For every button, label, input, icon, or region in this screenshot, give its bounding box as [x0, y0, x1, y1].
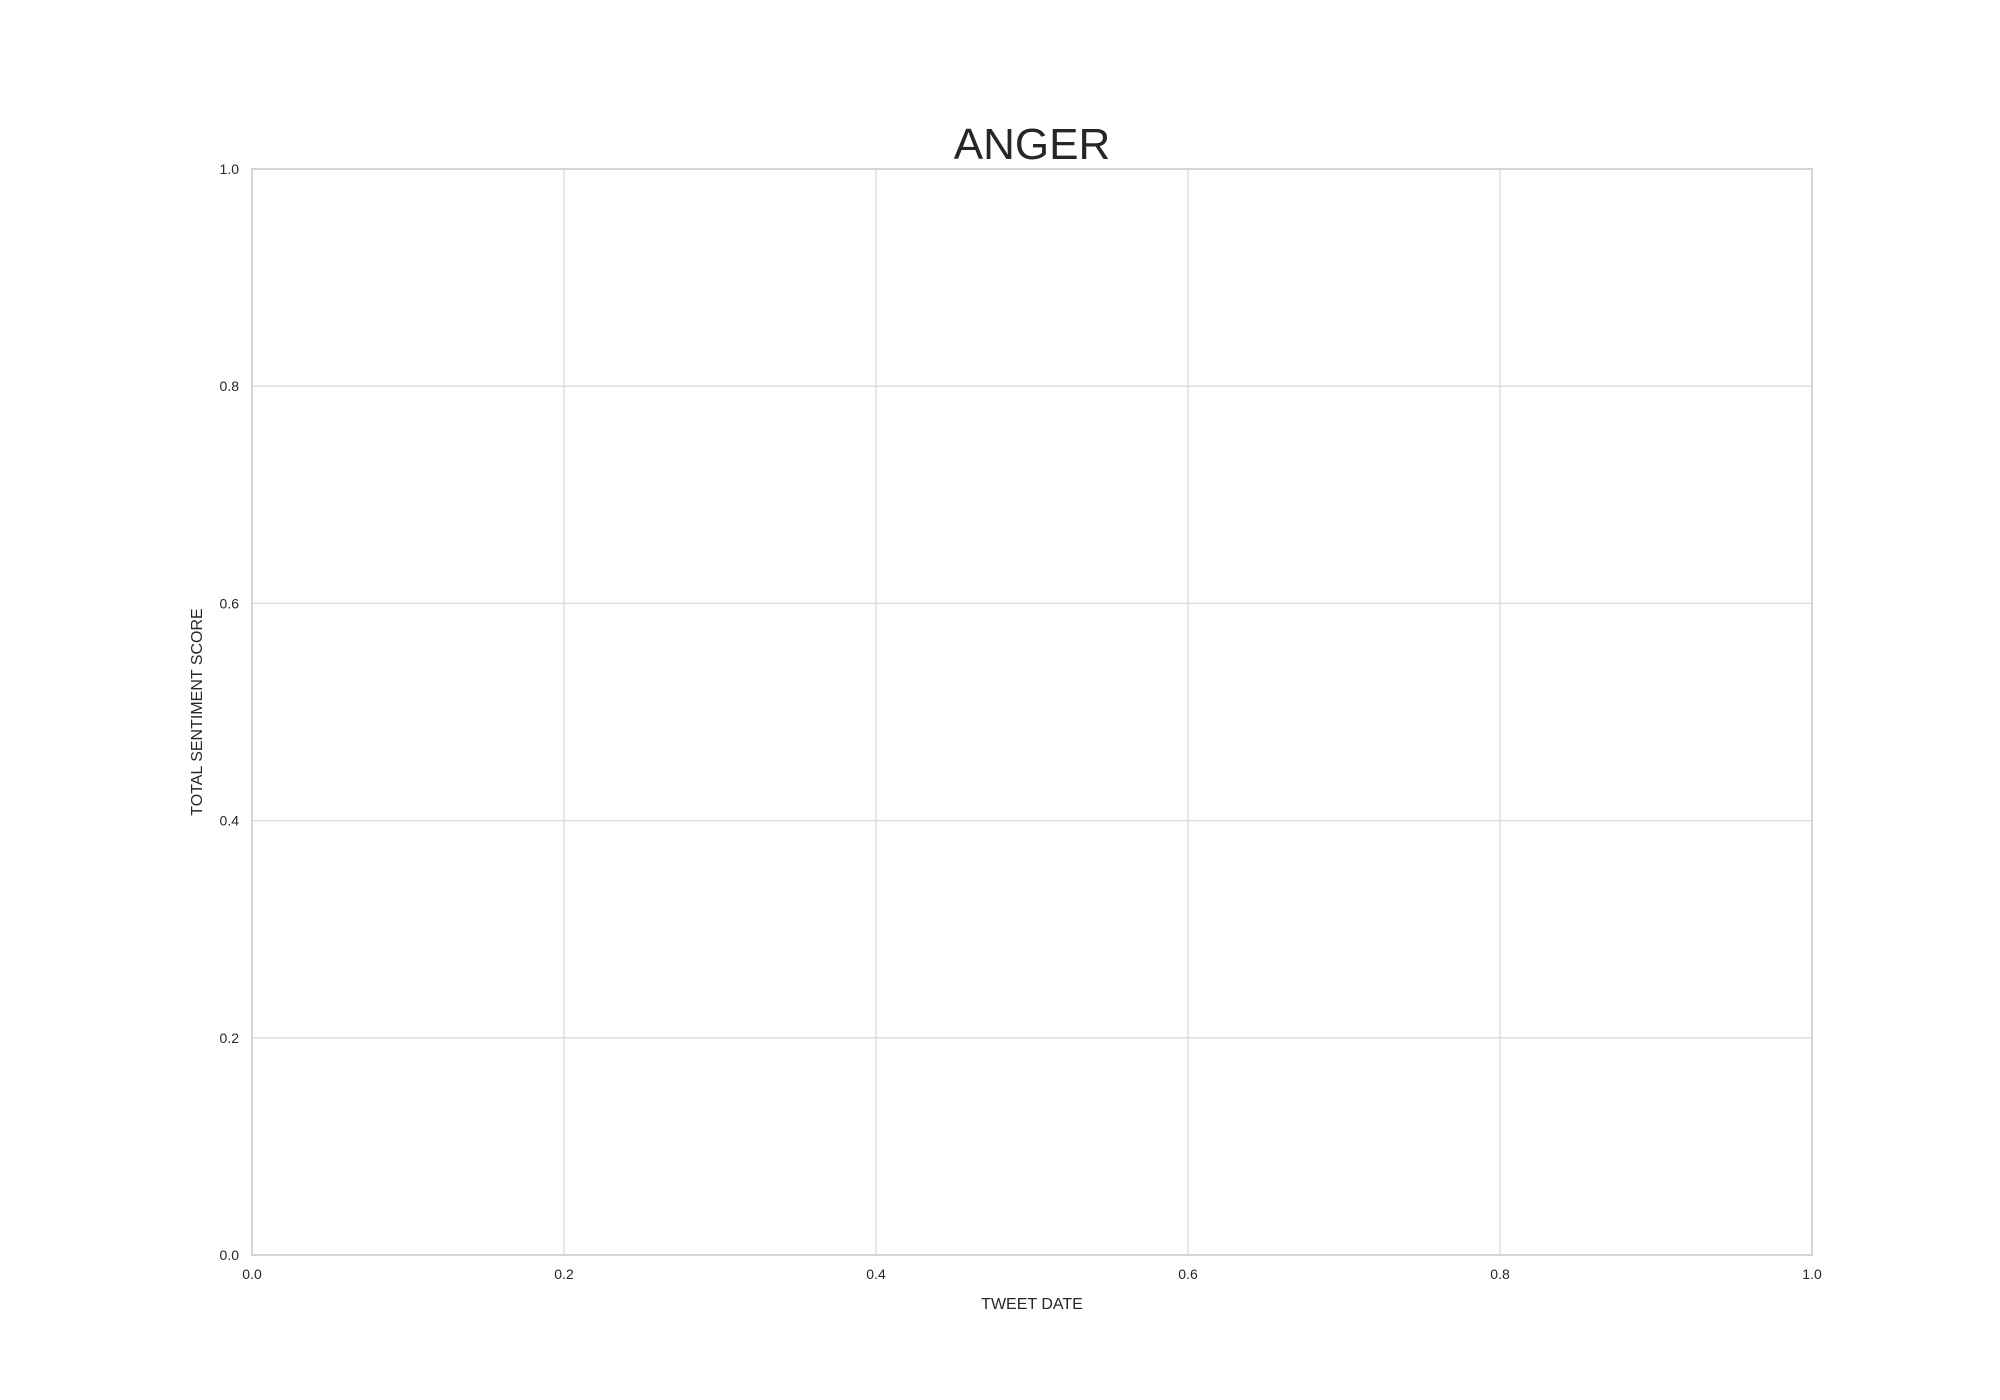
y-axis-ticks: 0.0 0.2 0.4 0.6 0.8 1.0 [220, 161, 240, 1263]
y-axis-label: TOTAL SENTIMENT SCORE [189, 608, 206, 815]
x-axis-label: TWEET DATE [981, 1296, 1083, 1313]
y-tick-label: 0.8 [220, 378, 240, 394]
x-tick-label: 1.0 [1802, 1266, 1822, 1282]
plot-area-frame [251, 168, 1813, 1256]
y-tick-label: 0.4 [220, 813, 240, 829]
x-tick-label: 0.4 [866, 1266, 886, 1282]
x-tick-label: 0.6 [1178, 1266, 1198, 1282]
y-tick-label: 0.6 [220, 595, 240, 611]
y-tick-label: 0.0 [220, 1247, 240, 1263]
y-tick-label: 0.2 [220, 1030, 240, 1046]
x-tick-label: 0.0 [242, 1266, 262, 1282]
chart-title: ANGER [954, 120, 1110, 169]
x-tick-label: 0.8 [1490, 1266, 1510, 1282]
x-tick-label: 0.2 [554, 1266, 574, 1282]
grid [252, 169, 1812, 1255]
x-axis-ticks: 0.0 0.2 0.4 0.6 0.8 1.0 [242, 1266, 1822, 1282]
y-tick-label: 1.0 [220, 161, 240, 177]
